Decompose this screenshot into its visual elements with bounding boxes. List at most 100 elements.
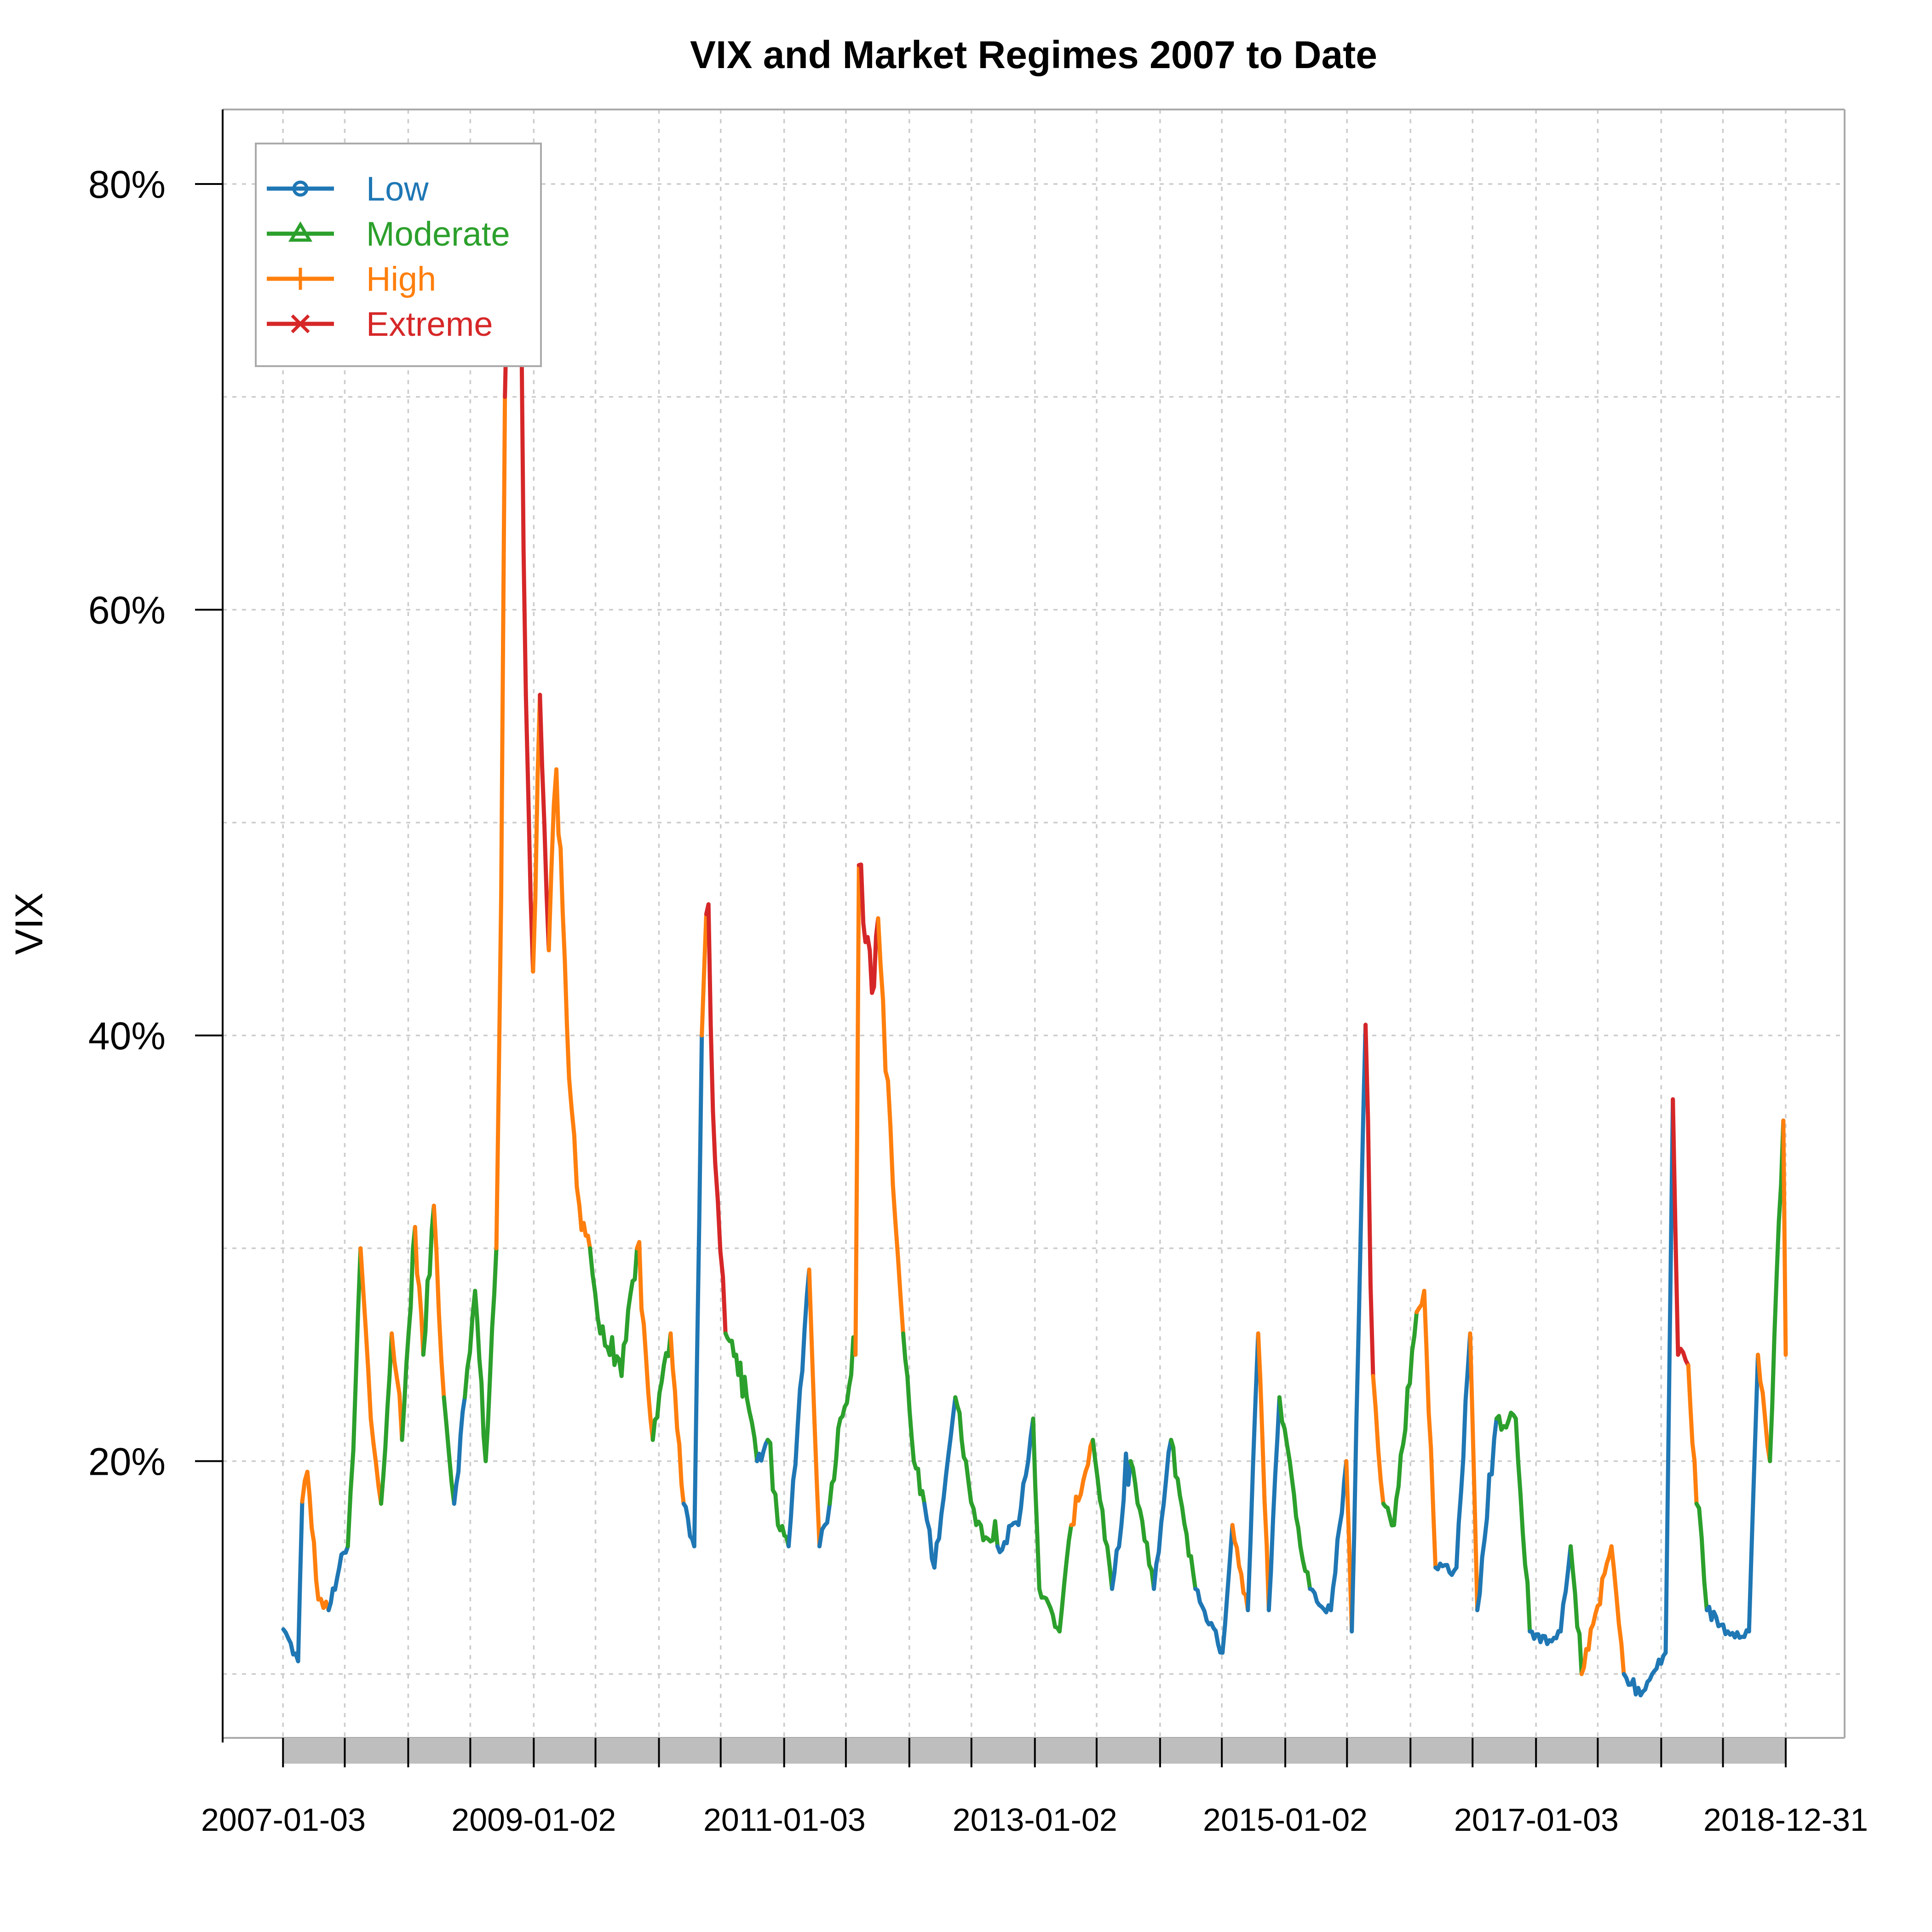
series-segment	[700, 912, 708, 1038]
series-segment	[1513, 1416, 1532, 1634]
series-segment	[1475, 1416, 1499, 1612]
series-segment	[744, 1395, 759, 1463]
series-segment	[1433, 1561, 1459, 1577]
y-axis-label: VIX	[7, 892, 51, 954]
series-segment	[421, 1203, 436, 1357]
series-segment	[1538, 1629, 1563, 1646]
y-tick-label: 60%	[88, 588, 166, 632]
series-segment	[554, 767, 571, 1080]
legend-item-low: Low	[267, 170, 429, 208]
legend-marker-triangle	[288, 221, 313, 242]
series-segment	[635, 1240, 655, 1442]
series-segment	[668, 1331, 686, 1506]
series-segment	[704, 902, 718, 1166]
series-segment	[1454, 1331, 1472, 1570]
series-segment	[1686, 1363, 1699, 1506]
series-segment	[316, 1597, 331, 1612]
series-segment	[1091, 1438, 1114, 1591]
series-segment	[326, 1565, 341, 1612]
series-segment	[1277, 1395, 1292, 1463]
series-segment	[531, 693, 542, 974]
series-segment	[1169, 1438, 1198, 1591]
series-segment	[1256, 1331, 1271, 1612]
series-segment	[400, 1225, 417, 1442]
series-segment	[1676, 1346, 1690, 1368]
gridlines	[223, 109, 1845, 1738]
series-segment	[619, 1246, 639, 1378]
chart-title: VIX and Market Regimes 2007 to Date	[690, 33, 1377, 76]
y-tick-label: 20%	[88, 1440, 166, 1483]
series-segment	[1298, 1544, 1312, 1591]
series-segment	[494, 895, 503, 1251]
series-segment	[473, 1288, 488, 1463]
series-segment	[1622, 1672, 1643, 1697]
series-segment	[452, 1395, 467, 1506]
series-segment	[1528, 1629, 1543, 1644]
series-segment	[379, 1331, 394, 1506]
series-segment	[588, 1246, 603, 1336]
series-segment	[1671, 1097, 1680, 1357]
series-segment	[1663, 1097, 1675, 1655]
series-segment	[483, 1246, 499, 1463]
series-segment	[964, 1459, 978, 1527]
series-segment	[765, 1438, 780, 1527]
series-segment	[1468, 1331, 1480, 1612]
series-segment	[876, 916, 895, 1187]
series-segment	[922, 1501, 937, 1570]
series-segment	[1363, 1023, 1375, 1378]
series-segment	[953, 1395, 968, 1463]
series-segment	[431, 1203, 446, 1400]
series-segment	[1328, 1459, 1349, 1612]
legend-marker-cross	[291, 314, 310, 334]
legend-label: High	[366, 260, 436, 298]
series-segment	[305, 1470, 321, 1602]
legend-label: Moderate	[366, 215, 510, 253]
series-segment	[1031, 1416, 1041, 1591]
series-segment	[1768, 1118, 1786, 1463]
legend-item-high: High	[267, 260, 436, 298]
series-segment	[368, 1416, 383, 1506]
series-segment	[891, 1182, 905, 1336]
series-segment	[1371, 1374, 1386, 1506]
series-segment	[853, 863, 861, 1357]
x-tick-label: 2015-01-02	[1203, 1802, 1368, 1838]
legend-marker-circle	[292, 180, 309, 197]
series-segment	[1308, 1587, 1333, 1615]
series-segment	[1069, 1438, 1095, 1527]
series-segment	[1756, 1352, 1772, 1463]
series-segment	[1193, 1587, 1225, 1655]
series-segment	[807, 1267, 822, 1548]
series-segment	[1266, 1395, 1282, 1612]
series-segment	[776, 1523, 791, 1548]
series-segment	[1110, 1451, 1133, 1591]
series-segment	[1494, 1410, 1518, 1432]
series-segment	[974, 1519, 1000, 1548]
series-segment	[817, 1501, 832, 1548]
series-segment	[1392, 1310, 1419, 1527]
series-segment	[734, 1352, 749, 1400]
series-segment	[650, 1331, 673, 1442]
series-segment	[598, 1324, 624, 1378]
series-segment	[523, 693, 535, 974]
series-segment	[1558, 1544, 1573, 1634]
series-segment	[838, 1335, 858, 1421]
y-tick-label: 40%	[88, 1014, 166, 1058]
series-segment	[1725, 1628, 1751, 1640]
series-segment	[296, 1499, 305, 1663]
series-segment	[1422, 1288, 1438, 1570]
legend-item-extreme: Extreme	[267, 305, 493, 343]
x-tick-label: 2013-01-02	[953, 1802, 1117, 1838]
x-tick-label: 2017-01-03	[1454, 1802, 1619, 1838]
series-segment	[828, 1416, 843, 1506]
series-segment	[358, 1246, 373, 1421]
series-segment	[463, 1288, 477, 1400]
series-segment	[442, 1395, 456, 1506]
x-tick-label: 2018-12-31	[1703, 1802, 1868, 1838]
series-segment	[1246, 1331, 1260, 1612]
series-segment	[1781, 1118, 1788, 1357]
x-axis: 2007-01-03 2009-01-02 2011-01-03 2013-01-02…	[201, 1738, 1868, 1838]
series-segment	[1037, 1587, 1062, 1634]
series-segment	[1230, 1523, 1250, 1612]
series-segment	[538, 693, 551, 953]
